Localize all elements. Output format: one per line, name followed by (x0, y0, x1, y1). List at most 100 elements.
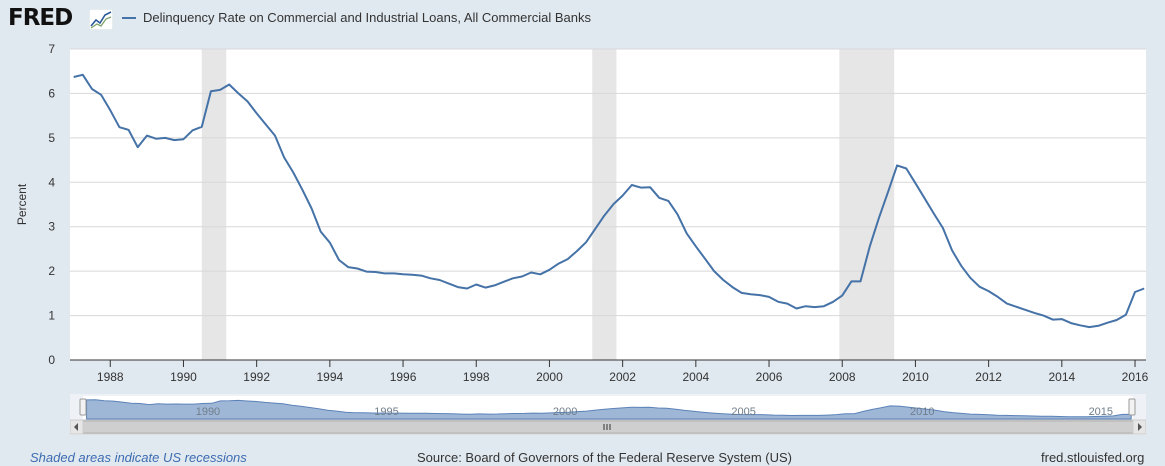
data-point[interactable] (702, 256, 708, 262)
data-point[interactable] (556, 261, 562, 267)
data-point[interactable] (656, 195, 662, 201)
data-point[interactable] (1068, 320, 1074, 326)
data-point[interactable] (610, 201, 616, 207)
data-point[interactable] (199, 124, 205, 130)
data-point[interactable] (327, 240, 333, 246)
data-point[interactable] (940, 225, 946, 231)
data-point[interactable] (784, 301, 790, 307)
data-point[interactable] (729, 284, 735, 290)
data-point[interactable] (720, 277, 726, 283)
data-point[interactable] (931, 210, 937, 216)
range-navigator[interactable]: 1990 1995 2000 2005 2010 2015 (70, 394, 1146, 435)
data-point[interactable] (1114, 317, 1120, 323)
data-point[interactable] (135, 144, 141, 150)
data-point[interactable] (373, 269, 379, 275)
navigator-right-handle[interactable] (1128, 398, 1136, 416)
data-point[interactable] (803, 303, 809, 309)
data-point[interactable] (144, 133, 150, 139)
data-point[interactable] (1095, 323, 1101, 329)
data-point[interactable] (1059, 316, 1065, 322)
data-point[interactable] (437, 277, 443, 283)
data-point[interactable] (1004, 301, 1010, 307)
data-point[interactable] (336, 257, 342, 263)
data-point[interactable] (190, 127, 196, 133)
data-point[interactable] (162, 135, 168, 141)
data-point[interactable] (80, 72, 86, 78)
chevron-right-icon[interactable] (1138, 423, 1142, 431)
data-point[interactable] (226, 82, 232, 88)
data-point[interactable] (821, 303, 827, 309)
data-point[interactable] (1141, 285, 1147, 291)
site-link[interactable]: fred.stlouisfed.org (1041, 450, 1145, 465)
data-point[interactable] (1105, 320, 1111, 326)
data-point[interactable] (565, 256, 571, 262)
data-point[interactable] (1041, 313, 1047, 319)
data-point[interactable] (830, 299, 836, 305)
navigator-left-handle[interactable] (79, 398, 87, 416)
data-point[interactable] (254, 110, 260, 116)
data-point[interactable] (949, 247, 955, 253)
data-point[interactable] (299, 187, 305, 193)
data-point[interactable] (757, 292, 763, 298)
data-point[interactable] (528, 269, 534, 275)
data-point[interactable] (748, 291, 754, 297)
data-point[interactable] (876, 215, 882, 221)
data-point[interactable] (739, 290, 745, 296)
data-point[interactable] (684, 230, 690, 236)
data-point[interactable] (501, 279, 507, 285)
data-point[interactable] (464, 285, 470, 291)
legend-series-title[interactable]: Delinquency Rate on Commercial and Indus… (143, 10, 591, 25)
data-point[interactable] (519, 273, 525, 279)
data-point[interactable] (986, 288, 992, 294)
data-point[interactable] (858, 278, 864, 284)
data-point[interactable] (601, 213, 607, 219)
data-point[interactable] (235, 90, 241, 96)
data-point[interactable] (793, 305, 799, 311)
data-point[interactable] (848, 278, 854, 284)
data-point[interactable] (546, 267, 552, 273)
data-point[interactable] (126, 127, 132, 133)
data-point[interactable] (995, 294, 1001, 300)
data-point[interactable] (391, 270, 397, 276)
data-point[interactable] (1086, 324, 1092, 330)
data-point[interactable] (976, 284, 982, 290)
data-point[interactable] (263, 122, 269, 128)
data-point[interactable] (208, 88, 214, 94)
data-point[interactable] (647, 184, 653, 190)
data-point[interactable] (839, 293, 845, 299)
data-point[interactable] (171, 137, 177, 143)
data-point[interactable] (1077, 322, 1083, 328)
data-point[interactable] (903, 166, 909, 172)
data-point[interactable] (1123, 312, 1129, 318)
data-point[interactable] (427, 275, 433, 281)
data-point[interactable] (409, 272, 415, 278)
data-point[interactable] (1022, 307, 1028, 313)
data-point[interactable] (620, 193, 626, 199)
data-point[interactable] (766, 294, 772, 300)
data-point[interactable] (281, 154, 287, 160)
data-point[interactable] (98, 92, 104, 98)
data-point[interactable] (309, 205, 315, 211)
data-point[interactable] (318, 229, 324, 235)
data-point[interactable] (382, 270, 388, 276)
data-point[interactable] (1132, 289, 1138, 295)
data-point[interactable] (922, 195, 928, 201)
data-point[interactable] (473, 281, 479, 287)
data-point[interactable] (894, 162, 900, 168)
data-point[interactable] (107, 107, 113, 113)
data-point[interactable] (455, 284, 461, 290)
data-point[interactable] (675, 211, 681, 217)
data-point[interactable] (492, 282, 498, 288)
data-point[interactable] (272, 133, 278, 139)
data-point[interactable] (180, 136, 186, 142)
scrollbar-grip-icon[interactable] (603, 424, 611, 430)
data-point[interactable] (89, 86, 95, 92)
data-point[interactable] (912, 180, 918, 186)
data-point[interactable] (885, 189, 891, 195)
data-point[interactable] (290, 170, 296, 176)
data-point[interactable] (71, 74, 77, 80)
data-point[interactable] (510, 275, 516, 281)
data-point[interactable] (1031, 310, 1037, 316)
data-point[interactable] (665, 198, 671, 204)
data-point[interactable] (245, 98, 251, 104)
